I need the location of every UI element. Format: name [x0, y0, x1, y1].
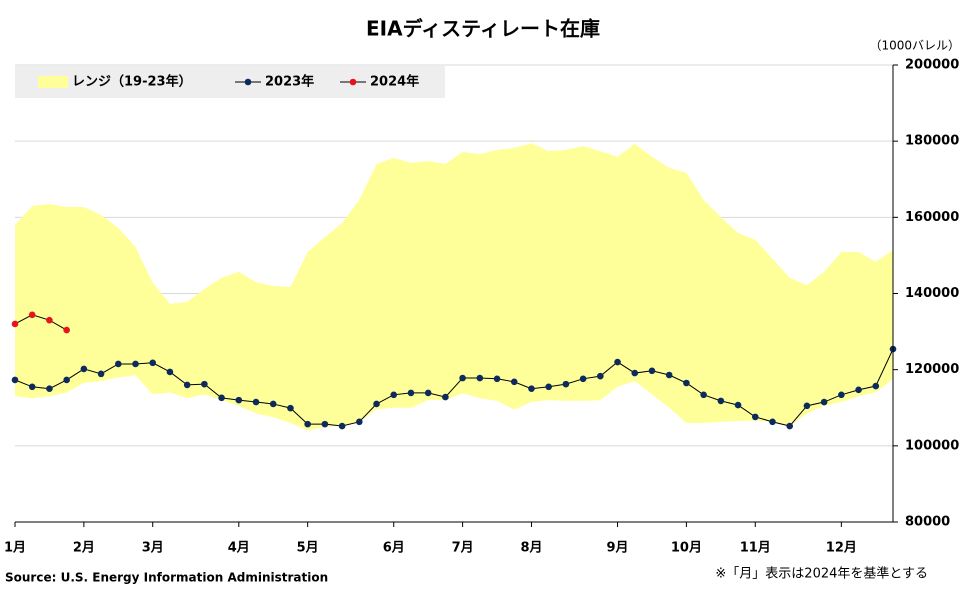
point [390, 391, 398, 399]
point [597, 372, 604, 380]
x-tick-label: 6月 [383, 541, 405, 556]
point [528, 385, 535, 393]
legend-label: レンジ（19-23年） [72, 74, 192, 90]
y-tick-label: 80000 [905, 515, 950, 530]
point [838, 391, 845, 399]
point [648, 367, 656, 375]
point [734, 401, 742, 409]
point [803, 402, 811, 410]
point [304, 420, 311, 428]
point [442, 393, 449, 401]
point [872, 382, 880, 390]
range-area [15, 143, 893, 431]
y-tick-label: 120000 [905, 362, 959, 377]
x-tick-label: 4月 [228, 541, 250, 556]
point [855, 386, 862, 394]
point [28, 383, 36, 391]
point [700, 391, 707, 399]
point [373, 400, 380, 408]
point [338, 422, 346, 430]
source: Source: U.S. Energy Information Administ… [5, 571, 328, 585]
point [269, 400, 277, 408]
point [183, 381, 191, 389]
legend-marker [349, 78, 357, 86]
point [166, 368, 174, 376]
point [356, 418, 363, 426]
point [510, 378, 518, 386]
y-tick-label: 100000 [905, 438, 959, 453]
point [665, 371, 673, 379]
point [717, 397, 725, 405]
chart-title: EIAディスティレート在庫 [366, 17, 600, 41]
point [252, 398, 260, 406]
point [562, 380, 570, 388]
x-tick-label: 8月 [520, 541, 542, 556]
legend-marker [244, 78, 252, 86]
x-tick-label: 12月 [826, 541, 857, 556]
y-tick-label: 180000 [905, 134, 959, 149]
x-tick-label: 1月 [4, 541, 26, 556]
legend-box [15, 66, 445, 98]
point [751, 413, 759, 421]
point [97, 370, 105, 378]
x-tick-label: 10月 [671, 541, 702, 556]
point [11, 376, 19, 384]
x-tick-label: 2月 [73, 541, 95, 556]
legend-label: 2023年 [265, 74, 314, 90]
series-line [14, 348, 894, 427]
y-tick-label: 140000 [905, 286, 959, 301]
point [11, 320, 19, 328]
point [493, 375, 501, 383]
point [201, 380, 208, 388]
series-line [14, 314, 67, 331]
point [149, 359, 157, 367]
point [63, 326, 70, 334]
x-tick-label: 3月 [142, 541, 164, 556]
point [769, 418, 776, 426]
point [46, 316, 53, 324]
point [218, 394, 225, 402]
point [407, 389, 415, 397]
point [545, 383, 552, 391]
note: ※「月」表示は2024年を基準とする [715, 566, 928, 582]
x-tick-label: 7月 [452, 541, 474, 556]
legend-swatch [38, 76, 68, 88]
point [321, 420, 329, 428]
point [820, 398, 828, 406]
point [132, 360, 139, 368]
point [614, 358, 621, 366]
point [114, 360, 122, 368]
point [476, 374, 484, 382]
y-tick-label: 200000 [905, 58, 959, 73]
x-tick-label: 5月 [297, 541, 319, 556]
point [579, 375, 587, 383]
point [287, 404, 294, 412]
x-tick-label: 11月 [740, 541, 771, 556]
point [28, 311, 36, 319]
point [235, 396, 243, 404]
point [63, 376, 70, 384]
point [786, 422, 794, 430]
point [424, 389, 432, 397]
y-tick-label: 160000 [905, 210, 959, 225]
x-tick-label: 9月 [607, 541, 629, 556]
point [683, 379, 690, 387]
point [631, 369, 639, 377]
point [46, 385, 53, 393]
y-axis-label: （1000バレル） [869, 39, 960, 53]
point [459, 374, 466, 382]
point [80, 365, 88, 373]
legend-label: 2024年 [370, 74, 419, 90]
